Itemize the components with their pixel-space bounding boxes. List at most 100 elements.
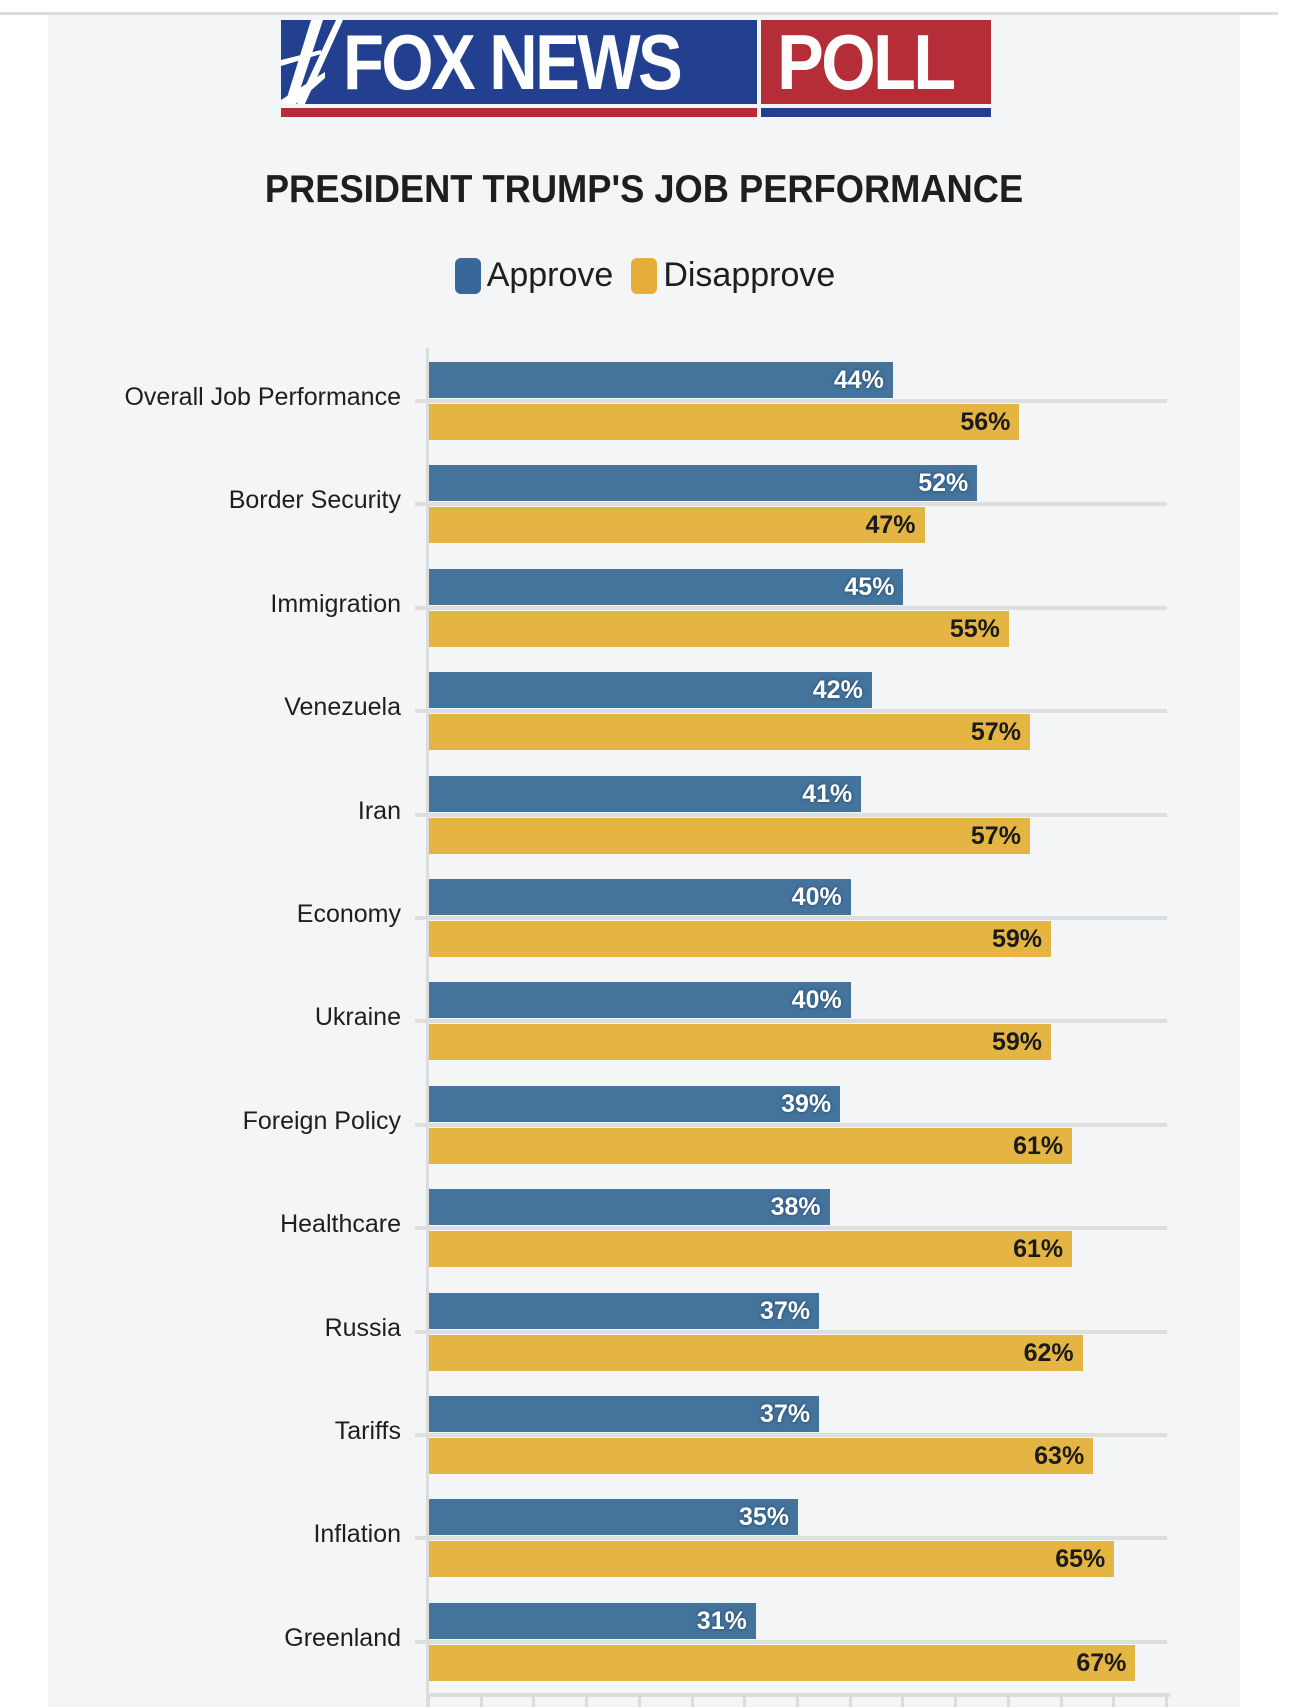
approve-bar[interactable]: [429, 1602, 756, 1639]
legend-swatch-approve: [454, 257, 481, 294]
approve-bar[interactable]: [429, 1292, 820, 1329]
category-label: Ukraine: [314, 1003, 401, 1032]
disapprove-bar[interactable]: [429, 1127, 1073, 1164]
approve-bar[interactable]: [429, 672, 872, 709]
logo-fox-news-text: FOX NEWS: [343, 20, 683, 104]
category-label: Immigration: [270, 589, 401, 618]
disapprove-value-label: 55%: [949, 614, 1000, 643]
disapprove-bar[interactable]: [429, 610, 1009, 647]
approve-bar[interactable]: [429, 1396, 820, 1432]
disapprove-value-label: 61%: [1013, 1131, 1064, 1160]
approve-value-label: 35%: [738, 1503, 789, 1532]
chart-title: PRESIDENT TRUMP'S JOB PERFORMANCE: [264, 168, 1024, 211]
category-gridline: [415, 1122, 1167, 1127]
disapprove-bar[interactable]: [429, 1231, 1073, 1268]
category-gridline: [415, 916, 1167, 920]
disapprove-bar[interactable]: [429, 1334, 1083, 1371]
category-label: Border Security: [228, 486, 401, 515]
logo-blue-block: FOX NEWS: [281, 20, 757, 104]
disapprove-bar[interactable]: [429, 921, 1052, 957]
legend-swatch-disapprove: [631, 257, 658, 294]
category-label: Greenland: [284, 1623, 401, 1652]
category-label: Inflation: [313, 1520, 401, 1549]
x-axis-tick: [743, 1693, 747, 1707]
approve-bar[interactable]: [429, 465, 978, 502]
disapprove-value-label: 59%: [991, 1028, 1043, 1057]
logo-red-stripe: [281, 108, 757, 117]
category-gridline: [415, 709, 1167, 714]
disapprove-bar[interactable]: [429, 1644, 1136, 1681]
category-gridline: [415, 399, 1167, 403]
category-gridline: [415, 1226, 1167, 1231]
category-label: Foreign Policy: [242, 1106, 401, 1135]
category-label: Iran: [357, 796, 401, 825]
disapprove-value-label: 59%: [991, 925, 1043, 953]
x-axis-tick: [848, 1693, 852, 1707]
category-label: Overall Job Performance: [124, 383, 401, 411]
top-divider: [0, 12, 1278, 15]
approve-value-label: 40%: [791, 883, 842, 911]
approve-bar[interactable]: [429, 982, 851, 1019]
approve-bar[interactable]: [429, 1189, 830, 1226]
disapprove-value-label: 61%: [1013, 1235, 1064, 1264]
disapprove-value-label: 47%: [865, 511, 916, 540]
y-axis-line: [426, 348, 429, 1707]
category-gridline: [415, 1019, 1167, 1024]
x-axis-tick: [690, 1693, 694, 1707]
approve-value-label: 31%: [696, 1606, 747, 1635]
disapprove-bar[interactable]: [429, 404, 1020, 440]
approve-value-label: 52%: [918, 469, 969, 498]
x-axis-tick: [901, 1693, 905, 1707]
disapprove-bar[interactable]: [429, 817, 1030, 854]
disapprove-value-label: 65%: [1055, 1545, 1106, 1574]
x-axis-tick: [427, 1693, 430, 1707]
approve-value-label: 41%: [802, 779, 853, 808]
fox-news-poll-logo: FOX NEWS POLL: [281, 20, 991, 120]
x-axis-tick: [1165, 1693, 1168, 1707]
approve-bar[interactable]: [429, 775, 862, 812]
x-axis-tick: [1059, 1693, 1063, 1707]
category-gridline: [415, 1639, 1167, 1644]
category-gridline: [415, 1536, 1167, 1541]
legend-item-disapprove[interactable]: Disapprove: [631, 256, 835, 295]
approve-value-label: 37%: [760, 1296, 811, 1325]
logo-blue-stripe: [761, 108, 991, 117]
approve-value-label: 40%: [791, 986, 842, 1015]
disapprove-value-label: 57%: [970, 718, 1021, 747]
approve-value-label: 37%: [760, 1400, 811, 1428]
category-gridline: [415, 502, 1167, 507]
category-label: Economy: [296, 900, 401, 928]
approve-value-label: 42%: [812, 676, 863, 705]
disapprove-value-label: 56%: [960, 408, 1011, 436]
logo-red-block: [761, 20, 991, 104]
x-axis-tick: [585, 1693, 589, 1707]
disapprove-bar[interactable]: [429, 1438, 1094, 1474]
disapprove-bar[interactable]: [429, 714, 1030, 751]
category-gridline: [415, 605, 1167, 610]
disapprove-value-label: 67%: [1076, 1648, 1127, 1677]
approve-value-label: 38%: [770, 1193, 821, 1222]
x-axis-tick: [796, 1693, 799, 1707]
disapprove-bar[interactable]: [429, 1541, 1115, 1578]
category-gridline: [415, 1433, 1167, 1437]
x-axis-tick: [1112, 1693, 1116, 1707]
legend-item-approve[interactable]: Approve: [454, 256, 613, 295]
approve-bar[interactable]: [429, 1499, 798, 1536]
disapprove-value-label: 63%: [1034, 1442, 1085, 1470]
x-axis-tick: [479, 1693, 483, 1707]
category-gridline: [415, 1329, 1167, 1334]
disapprove-value-label: 57%: [970, 821, 1021, 850]
approve-value-label: 44%: [833, 366, 884, 394]
approve-bar[interactable]: [429, 879, 851, 915]
approve-value-label: 39%: [781, 1089, 832, 1118]
disapprove-bar[interactable]: [429, 507, 925, 544]
disapprove-bar[interactable]: [429, 1024, 1052, 1061]
approve-bar[interactable]: [429, 568, 904, 605]
category-gridline: [415, 812, 1167, 817]
x-axis-tick: [532, 1693, 536, 1707]
x-axis-tick: [637, 1693, 641, 1707]
x-axis-tick: [1006, 1693, 1010, 1707]
approve-bar[interactable]: [429, 362, 893, 398]
category-label: Venezuela: [284, 693, 401, 722]
approve-bar[interactable]: [429, 1085, 841, 1122]
